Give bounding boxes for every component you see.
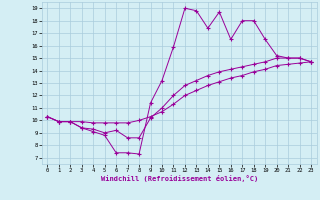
X-axis label: Windchill (Refroidissement éolien,°C): Windchill (Refroidissement éolien,°C) [100,175,258,182]
